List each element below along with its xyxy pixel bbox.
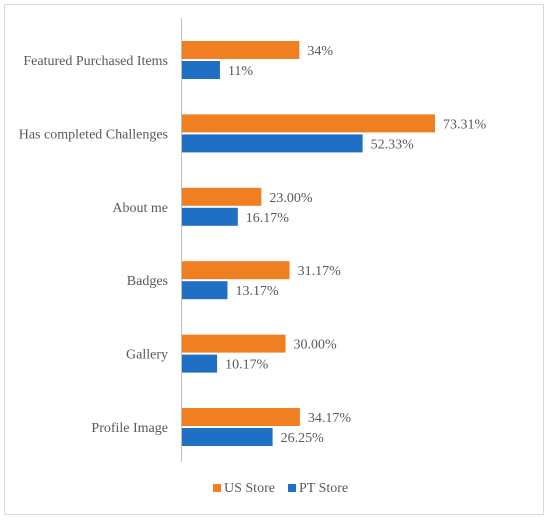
bar-pt-store: [182, 61, 220, 79]
data-label: 10.17%: [225, 358, 268, 373]
data-label: 26.25%: [281, 431, 325, 446]
legend-swatch: [213, 484, 221, 492]
chart-frame: [4, 4, 544, 515]
bar-us-store: [182, 408, 300, 426]
legend: US Store PT Store: [213, 481, 348, 496]
data-label: 52.33%: [371, 137, 415, 152]
bar-pt-store: [182, 281, 228, 300]
data-label: 34%: [307, 44, 333, 59]
bar-us-store: [182, 41, 300, 59]
bars: [182, 41, 435, 446]
data-label: 23.00%: [269, 191, 313, 206]
data-label: 16.17%: [246, 211, 290, 226]
data-label: 11%: [228, 64, 253, 79]
bar-pt-store: [182, 354, 218, 373]
bar-pt-store: [182, 207, 238, 226]
category-label: Badges: [127, 274, 168, 289]
data-label: 73.31%: [443, 117, 487, 132]
category-label: Has completed Challenges: [19, 127, 168, 142]
legend-swatch: [288, 484, 296, 492]
category-label: Gallery: [126, 348, 168, 363]
data-label: 30.00%: [294, 338, 338, 353]
bar-us-store: [182, 187, 262, 206]
legend-label: PT Store: [299, 481, 348, 496]
legend-label: US Store: [224, 481, 275, 496]
category-labels: Featured Purchased Items Has completed Ch…: [19, 54, 168, 436]
bar-us-store: [182, 334, 286, 353]
bar-us-store: [182, 261, 290, 280]
bar-us-store: [182, 114, 435, 133]
category-label: Profile Image: [91, 421, 168, 436]
data-label: 31.17%: [298, 264, 342, 279]
data-labels: 34% 11% 73.31% 52.33% 23.00% 16.17% 31.17% 13.1…: [225, 44, 486, 446]
data-label: 13.17%: [235, 284, 279, 299]
category-label: Featured Purchased Items: [23, 54, 168, 69]
category-label: About me: [112, 201, 168, 216]
bar-pt-store: [182, 134, 363, 153]
bar-pt-store: [182, 428, 273, 446]
data-label: 34.17%: [308, 411, 352, 426]
